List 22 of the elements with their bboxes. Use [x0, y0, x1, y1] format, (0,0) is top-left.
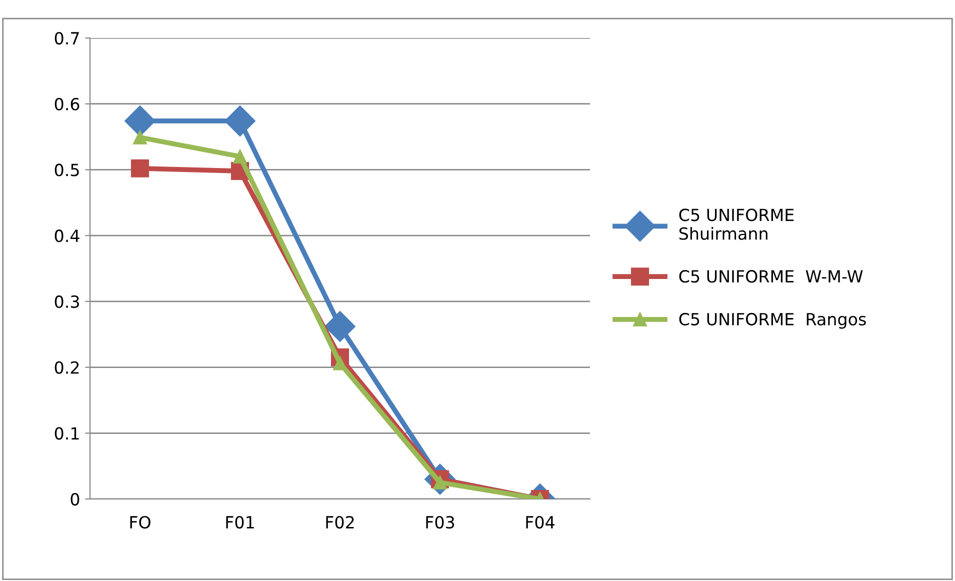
legend-label: C5 UNIFORME Rangos	[679, 312, 866, 329]
point	[130, 159, 150, 178]
legend-label: C5 UNIFORME W-M-W	[679, 270, 863, 283]
y-tick-label: 0.2	[54, 361, 79, 374]
legend-label: C5 UNIFORME Shuirmann	[679, 208, 794, 240]
y-tick-label: 0.4	[54, 230, 80, 242]
y-tick-label: 0.6	[54, 98, 80, 110]
point	[224, 106, 256, 136]
point	[324, 311, 356, 342]
x-tick-label: F04	[526, 516, 554, 529]
x-tick-label: F03	[426, 516, 454, 529]
y-tick-label: 0.7	[54, 32, 79, 45]
x-tick-label: F02	[326, 516, 354, 529]
y-tick-label: 0.1	[54, 427, 79, 440]
x-tick-label: F01	[226, 516, 254, 529]
y-tick-label: 0	[70, 492, 80, 506]
point	[133, 130, 147, 144]
y-tick-label: 0.5	[54, 164, 79, 176]
point	[233, 150, 247, 164]
x-tick-label: FO	[130, 516, 150, 529]
point	[124, 106, 156, 136]
y-tick-label: 0.3	[54, 295, 79, 308]
